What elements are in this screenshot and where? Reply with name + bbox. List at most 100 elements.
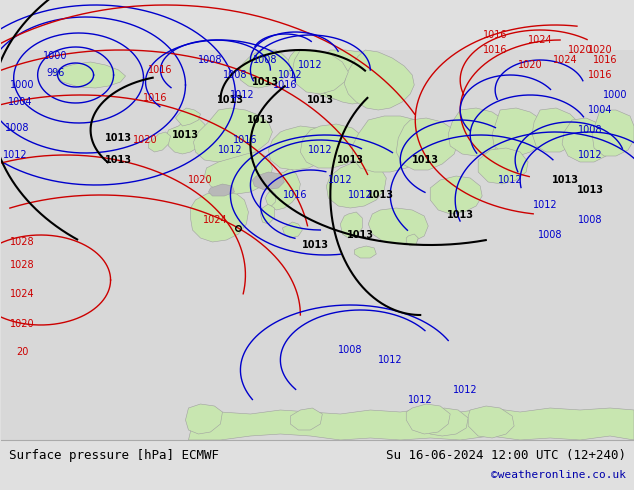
Text: 1013: 1013 (217, 95, 244, 105)
Text: 996: 996 (46, 68, 65, 78)
Text: 1012: 1012 (278, 70, 302, 80)
Text: 1013: 1013 (411, 155, 439, 165)
Text: 1024: 1024 (10, 289, 35, 299)
Text: 1013: 1013 (105, 155, 132, 165)
Text: 1012: 1012 (378, 355, 403, 365)
Polygon shape (430, 176, 482, 214)
Text: 1012: 1012 (3, 150, 28, 160)
Text: 1004: 1004 (8, 97, 33, 107)
Polygon shape (190, 190, 249, 242)
Polygon shape (268, 168, 301, 210)
Polygon shape (448, 108, 508, 156)
Text: 1016: 1016 (483, 30, 507, 40)
Text: 1028: 1028 (10, 237, 35, 247)
Text: 1016: 1016 (593, 55, 618, 65)
Text: 1008: 1008 (253, 55, 278, 65)
Polygon shape (252, 172, 285, 190)
Polygon shape (406, 234, 418, 246)
Text: 1004: 1004 (588, 105, 612, 115)
Text: 1008: 1008 (578, 125, 602, 135)
Polygon shape (205, 152, 273, 194)
Text: 1013: 1013 (447, 210, 474, 220)
Text: 1012: 1012 (298, 60, 323, 70)
Bar (1, 50, 634, 440)
Text: 1012: 1012 (453, 385, 477, 395)
Text: 1000: 1000 (603, 90, 627, 100)
Polygon shape (327, 162, 386, 208)
Polygon shape (354, 246, 377, 258)
Text: ©weatheronline.co.uk: ©weatheronline.co.uk (491, 470, 626, 480)
Polygon shape (287, 50, 380, 100)
Polygon shape (186, 404, 223, 434)
Text: 1008: 1008 (578, 215, 602, 225)
Polygon shape (340, 212, 362, 238)
Polygon shape (478, 148, 528, 184)
Text: 1016: 1016 (273, 80, 297, 90)
Text: 1016: 1016 (588, 70, 612, 80)
Text: 1013: 1013 (172, 130, 199, 140)
Polygon shape (268, 126, 334, 170)
Polygon shape (238, 50, 290, 88)
Text: 1013: 1013 (247, 115, 274, 125)
Polygon shape (209, 184, 235, 196)
Text: 1020: 1020 (588, 45, 612, 55)
Text: 1028: 1028 (10, 260, 35, 270)
Text: 1013: 1013 (252, 77, 279, 87)
Text: 1013: 1013 (367, 190, 394, 200)
Text: 1020: 1020 (518, 60, 543, 70)
Text: 1016: 1016 (148, 65, 172, 75)
Polygon shape (468, 406, 514, 438)
Text: 1012: 1012 (498, 175, 522, 185)
Polygon shape (368, 208, 428, 244)
Text: 1020: 1020 (10, 319, 35, 329)
Polygon shape (492, 108, 546, 156)
Text: 1012: 1012 (578, 150, 602, 160)
Text: 1013: 1013 (302, 240, 329, 250)
Text: 1008: 1008 (198, 55, 223, 65)
Text: 1000: 1000 (10, 80, 35, 90)
Text: 1008: 1008 (338, 345, 363, 355)
Polygon shape (193, 108, 273, 162)
Polygon shape (396, 118, 458, 170)
Text: 1016: 1016 (483, 45, 507, 55)
Polygon shape (353, 116, 434, 172)
Text: 1016: 1016 (143, 93, 168, 103)
Polygon shape (532, 108, 580, 152)
Text: 1024: 1024 (527, 35, 552, 45)
Text: 1020: 1020 (567, 45, 592, 55)
Polygon shape (422, 408, 468, 436)
Polygon shape (592, 110, 634, 156)
Text: 1012: 1012 (218, 145, 243, 155)
Polygon shape (344, 50, 414, 110)
Polygon shape (165, 116, 209, 154)
Text: 1000: 1000 (43, 51, 68, 61)
Text: 1024: 1024 (553, 55, 578, 65)
Polygon shape (53, 62, 126, 88)
Text: 1008: 1008 (6, 123, 30, 133)
Text: 1013: 1013 (337, 155, 364, 165)
Polygon shape (282, 222, 302, 238)
Text: 1016: 1016 (233, 135, 257, 145)
Text: 1008: 1008 (538, 230, 562, 240)
Bar (1, 440, 634, 490)
Text: 1013: 1013 (347, 230, 374, 240)
Text: 1012: 1012 (408, 395, 432, 405)
Polygon shape (266, 190, 275, 206)
Polygon shape (261, 204, 275, 224)
Polygon shape (148, 132, 171, 152)
Text: 1020: 1020 (133, 135, 158, 145)
Text: 1008: 1008 (223, 70, 248, 80)
Text: 20: 20 (16, 347, 29, 357)
Text: 1013: 1013 (576, 185, 604, 195)
Polygon shape (406, 404, 450, 434)
Text: 1024: 1024 (203, 215, 228, 225)
Text: 1013: 1013 (105, 133, 132, 143)
Text: 1013: 1013 (552, 175, 579, 185)
Text: Surface pressure [hPa] ECMWF: Surface pressure [hPa] ECMWF (9, 448, 219, 462)
Polygon shape (301, 124, 365, 168)
Text: 1012: 1012 (533, 200, 557, 210)
Text: 1020: 1020 (188, 175, 213, 185)
Polygon shape (313, 50, 395, 104)
Polygon shape (176, 108, 200, 126)
Polygon shape (188, 408, 634, 440)
